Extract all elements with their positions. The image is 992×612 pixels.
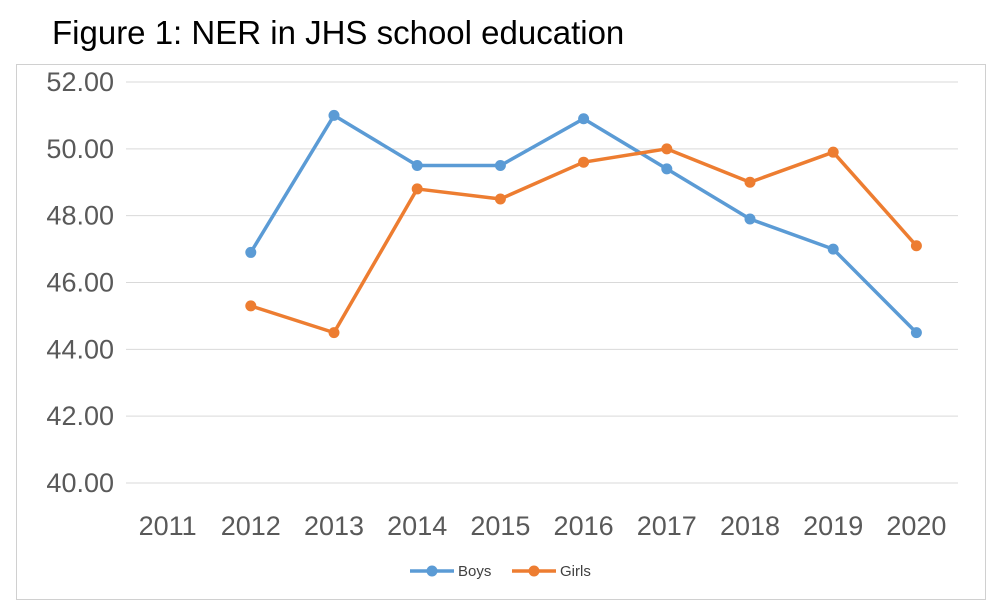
data-point-girls xyxy=(910,240,922,252)
y-tick-label: 46.00 xyxy=(46,268,114,298)
data-point-girls xyxy=(661,143,673,155)
x-tick-label: 2011 xyxy=(139,511,197,541)
data-point-boys xyxy=(245,246,257,258)
data-point-girls xyxy=(328,327,340,339)
x-tick-label: 2017 xyxy=(637,511,697,541)
series-layer xyxy=(245,109,922,339)
series-line-boys xyxy=(249,113,919,335)
data-point-boys xyxy=(827,243,839,255)
data-point-girls xyxy=(744,176,756,188)
legend-item-girls: Girls xyxy=(512,563,591,580)
legend-label: Girls xyxy=(560,563,591,580)
data-point-girls xyxy=(494,193,506,205)
data-point-boys xyxy=(494,160,506,172)
x-tick-label: 2016 xyxy=(554,511,614,541)
x-tick-label: 2019 xyxy=(803,511,863,541)
data-point-girls xyxy=(411,183,423,195)
x-tick-label: 2012 xyxy=(221,511,281,541)
legend-marker xyxy=(426,565,438,577)
y-tick-label: 50.00 xyxy=(46,134,114,164)
legend-item-boys: Boys xyxy=(410,563,491,580)
x-tick-label: 2018 xyxy=(720,511,780,541)
chart-frame xyxy=(16,64,986,600)
y-tick-label: 42.00 xyxy=(46,401,114,431)
data-point-boys xyxy=(661,163,673,175)
y-axis-ticks: 40.00 42.00 44.00 46.00 48.00 50.00 52.00 xyxy=(46,67,114,498)
data-point-boys xyxy=(578,113,590,125)
x-tick-label: 2014 xyxy=(387,511,447,541)
legend-label: Boys xyxy=(458,563,491,580)
series-line-girls xyxy=(249,147,919,335)
x-axis-ticks: 2011 2012 2013 2014 2015 2016 2017 2018 2019 2020 xyxy=(139,511,947,541)
y-tick-label: 44.00 xyxy=(46,334,114,364)
legend-marker xyxy=(528,565,540,577)
y-tick-label: 40.00 xyxy=(46,468,114,498)
y-tick-label: 52.00 xyxy=(46,67,114,97)
y-tick-label: 48.00 xyxy=(46,201,114,231)
data-point-boys xyxy=(328,109,340,121)
series-girls xyxy=(245,143,922,339)
legend: Boys Girls xyxy=(410,563,591,580)
x-tick-label: 2015 xyxy=(470,511,530,541)
gridlines xyxy=(126,81,958,484)
data-point-girls xyxy=(245,300,257,312)
data-point-boys xyxy=(744,213,756,225)
data-point-girls xyxy=(827,146,839,158)
series-boys xyxy=(245,109,922,339)
x-tick-label: 2013 xyxy=(304,511,364,541)
x-tick-label: 2020 xyxy=(886,511,946,541)
data-point-boys xyxy=(411,160,423,172)
data-point-girls xyxy=(578,156,590,168)
data-point-boys xyxy=(910,327,922,339)
chart-title: Figure 1: NER in JHS school education xyxy=(52,14,625,51)
